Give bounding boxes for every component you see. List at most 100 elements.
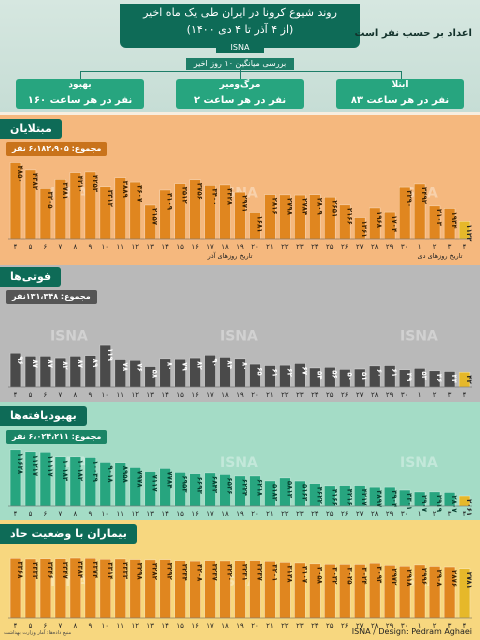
cases-data-label: ۴۸۵۰: [16, 166, 24, 183]
deaths-data-label: ۸۷: [76, 359, 84, 368]
recovered-tick-label: ۱۰: [102, 510, 110, 518]
stat-deaths-title: مرگ‌ومیر: [219, 80, 261, 90]
deaths-tick-label: ۲۲: [281, 391, 289, 399]
watermark: ISNA: [50, 328, 88, 344]
cases-data-label: ۳۶۰۷: [136, 185, 144, 203]
deaths-data-label: ۹۰: [211, 358, 219, 367]
recovered-data-label: ۴۱۶۶: [330, 489, 338, 506]
critical-data-label: ۳۱۳۸: [285, 565, 293, 583]
critical-tick-label: ۱۴: [161, 622, 169, 630]
cases-tick-label: ۱: [418, 243, 422, 251]
deaths-data-label: ۵۰: [345, 372, 353, 381]
cases-tick-label: ۳: [448, 243, 452, 251]
cases-tick-label: ۱۷: [206, 243, 214, 251]
deaths-data-label: ۸۰: [166, 362, 174, 371]
critical-data-label: ۳۳۸۴: [76, 561, 84, 579]
recovered-chart: ISNA ISNA ISNA۱۱۶۲۸۴۱۱۲۱۷۵۱۱۱۱۷۶۱۰۱۸۳۷۱۰۱۸…: [0, 402, 480, 520]
recovered-tick-label: ۱۴: [161, 510, 169, 518]
cases-data-label: ۳۸۸۹: [121, 181, 129, 199]
recovered-data-label: ۷۷۸۴: [166, 471, 174, 489]
critical-data-label: ۳۳۳۳: [121, 562, 129, 580]
recovered-data-label: ۱۰۱۸۲: [76, 460, 84, 482]
footer-credit: ISNA / Design: Pedram Aghaei: [351, 627, 472, 636]
critical-data-label: ۳۰۳۲: [330, 567, 338, 585]
deaths-tick-label: ۲۴: [311, 391, 319, 399]
watermark: ISNA: [220, 328, 258, 344]
critical-data-label: ۳۲۳۱: [241, 564, 249, 581]
recovered-data-label: ۱۰۰۳۹: [91, 460, 99, 482]
critical-data-label: ۲۷۸۱: [465, 572, 473, 589]
critical-tick-label: ۱۲: [131, 622, 139, 630]
recovered-data-label: ۵۱۸۳: [270, 484, 278, 502]
deaths-tick-label: ۲۹: [386, 391, 394, 399]
deaths-tick-label: ۲۵: [326, 391, 334, 399]
cases-tick-label: ۱۱: [116, 243, 124, 251]
cases-tick-label: ۲: [433, 243, 437, 251]
critical-tick-label: ۲۶: [341, 622, 349, 630]
cases-tick-label: ۴: [463, 243, 467, 251]
critical-section: ISNAISNAISNA۳۳۶۸۴۳۳۳۳۵۳۳۴۶۶۳۳۴۷۷۳۳۸۴۸۳۳۷…: [0, 520, 480, 640]
critical-chart: ISNAISNAISNA۳۳۶۸۴۳۳۳۳۵۳۳۴۶۶۳۳۴۷۷۳۳۸۴۸۳۳۷…: [0, 520, 480, 640]
watermark: ISNA: [400, 328, 438, 344]
recovered-tick-label: ۳: [448, 510, 452, 518]
deaths-tick-label: ۱۵: [176, 391, 184, 399]
critical-data-label: ۲۹۰۸: [435, 569, 443, 587]
stat-deaths: مرگ‌ومیر ۲ نفر در هر ساعت: [176, 79, 304, 109]
cases-tick-label: ۲۳: [296, 243, 304, 251]
cases-data-label: ۲۷۸۴: [300, 198, 308, 216]
recovered-tick-label: ۱۱: [116, 510, 124, 518]
range-label: بررسی میانگین ۱۰ روز اخیر: [186, 58, 294, 70]
cases-data-label: ۱۹۶۸: [375, 211, 383, 229]
cases-tick-label: ۸: [73, 243, 77, 251]
critical-data-label: ۳۳۱۴: [106, 562, 114, 580]
recovered-data-label: ۲۸۰۷: [450, 495, 458, 513]
deaths-tick-label: ۵: [29, 391, 33, 399]
critical-tick-label: ۲۲: [281, 622, 289, 630]
critical-data-label: ۳۲۳۷: [255, 564, 263, 582]
recovered-tick-label: ۲۵: [326, 510, 334, 518]
cases-tick-label: ۲۴: [311, 243, 319, 251]
deaths-tick-label: ۲۸: [371, 391, 379, 399]
deaths-tick-label: ۹: [88, 391, 92, 399]
deaths-data-label: ۹۶: [16, 356, 24, 365]
critical-data-label: ۳۱۰۷: [300, 566, 308, 584]
critical-data-label: ۳۰۲۵: [345, 567, 353, 585]
recovered-tick-label: ۶: [44, 510, 48, 518]
recovered-data-label: ۱۱۱۱۷: [46, 455, 54, 477]
recovered-tick-label: ۲۶: [341, 510, 349, 518]
deaths-tick-label: ۱۸: [221, 391, 229, 399]
recovered-tick-label: ۱۲: [131, 510, 139, 518]
deaths-data-label: ۵۸: [151, 370, 159, 379]
deaths-data-label: ۵۱: [360, 372, 368, 381]
cases-data-label: ۲۱۵۷: [151, 208, 159, 226]
connector-line-mid: [240, 70, 241, 79]
critical-data-label: ۳۳۴۷: [61, 562, 69, 580]
cases-data-label: ۳۴۲۸: [226, 188, 234, 206]
recovered-tick-label: ۴: [14, 510, 18, 518]
cases-data-label: ۱۶۸۱: [255, 215, 263, 232]
deaths-data-label: ۴۴: [450, 375, 458, 384]
deaths-data-label: ۸۰: [241, 362, 249, 371]
deaths-title: فوتی‌ها: [0, 267, 62, 287]
critical-tick-label: ۲۸: [371, 622, 379, 630]
deaths-tick-label: ۱۴: [161, 391, 169, 399]
recovered-data-label: ۴۶۲۲: [315, 487, 323, 505]
deaths-section: ISNA ISNA ISNA ۹۶ ۴ ۸۷ ۵ ۸۷ ۶ ۸۲ ۷ ۸۷ ۸ ۸۹ ۹ ۱۱۹ ۱۰ ۷۸ ۱۱ ۷…: [0, 265, 480, 402]
cases-data-label: ۴۲۵۳: [91, 175, 99, 193]
deaths-tick-label: ۶: [44, 391, 48, 399]
cases-data-label: ۴۳۸۲: [31, 173, 39, 191]
cases-tick-label: ۹: [88, 243, 92, 251]
deaths-data-label: ۸۷: [31, 359, 39, 368]
stat-cases: ابتلا ۸۳ نفر در هر ساعت: [336, 79, 464, 109]
critical-tick-label: ۱۳: [146, 622, 154, 630]
recovered-data-label: ۷۹۷۸: [136, 470, 144, 488]
cases-data-label: ۳۱۰۹: [166, 193, 174, 211]
recovered-tick-label: ۱۵: [176, 510, 184, 518]
recovered-tick-label: ۸: [73, 510, 77, 518]
deaths-tick-label: ۱۳: [146, 391, 154, 399]
critical-data-label: ۳۲۹۸: [136, 563, 144, 581]
deaths-tick-label: ۱۷: [206, 391, 214, 399]
critical-data-label: ۳۰۵۸: [315, 567, 323, 585]
recovered-total: مجموع: ۶،۰۲۴،۲۱۱ نفر: [6, 430, 108, 444]
cases-tick-label: ۲۲: [281, 243, 289, 251]
